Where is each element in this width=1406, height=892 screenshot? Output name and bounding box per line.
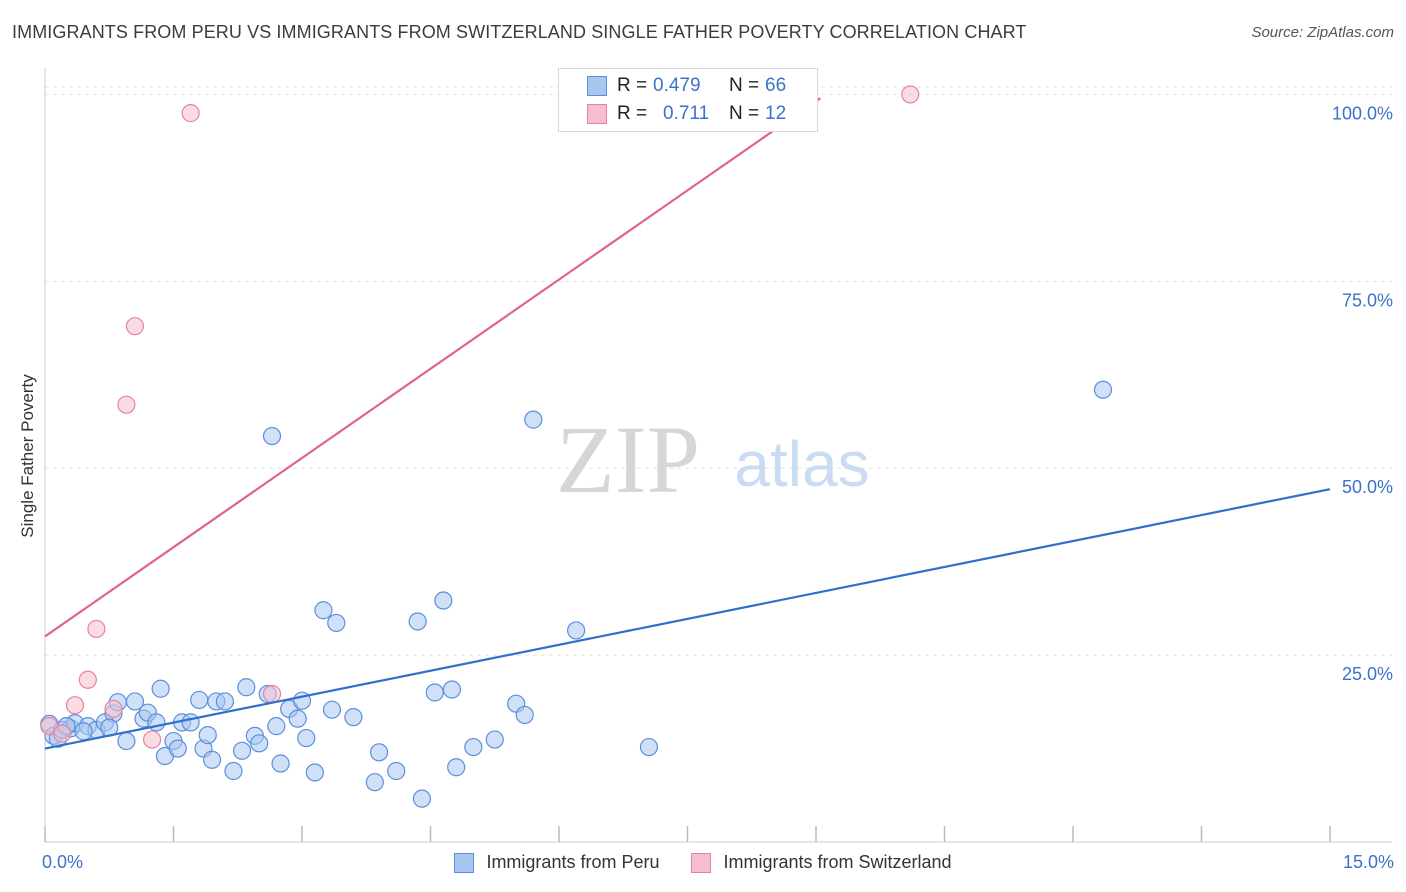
point-peru xyxy=(168,739,187,758)
stats-legend-row-peru: R = 0.479 N = 66 xyxy=(587,73,786,99)
axes xyxy=(44,68,1392,843)
point-peru xyxy=(267,717,286,736)
point-peru xyxy=(524,410,543,429)
series-switzerland-points xyxy=(40,85,920,749)
y-tick-labels: 25.0% 50.0% 75.0% 100.0% xyxy=(1332,103,1393,684)
legend-label-peru: Immigrants from Peru xyxy=(486,852,660,872)
point-peru xyxy=(74,722,93,741)
point-peru xyxy=(370,743,389,762)
legend-n-label: N = xyxy=(729,103,760,124)
watermark: ZIP atlas xyxy=(556,406,870,513)
trend-line-switzerland xyxy=(44,97,821,638)
trend-lines xyxy=(44,97,1331,750)
point-switzerland xyxy=(142,730,162,749)
point-peru xyxy=(412,789,432,808)
legend-r-value-switzerland: 0.711 xyxy=(663,103,710,124)
point-peru xyxy=(322,700,342,719)
chart-title: IMMIGRANTS FROM PERU VS IMMIGRANTS FROM … xyxy=(12,22,1027,42)
point-peru xyxy=(117,731,136,751)
point-switzerland xyxy=(65,696,85,715)
point-peru xyxy=(271,754,290,773)
point-peru xyxy=(262,426,282,446)
legend-n-value-peru: 66 xyxy=(765,75,787,96)
point-peru xyxy=(250,734,269,753)
trend-line-peru xyxy=(44,488,1331,750)
point-peru xyxy=(237,678,256,697)
point-peru xyxy=(314,601,333,620)
legend-item-peru[interactable]: Immigrants from Peru xyxy=(454,852,659,873)
point-peru xyxy=(425,683,444,702)
point-peru xyxy=(125,692,145,711)
watermark-zip: ZIP xyxy=(556,406,700,513)
point-switzerland xyxy=(104,699,123,719)
point-peru xyxy=(408,612,427,631)
point-peru xyxy=(567,621,586,640)
stats-legend: R = 0.479 N = 66 R = 0.711 N = 12 xyxy=(558,68,818,132)
legend-swatch-switzerland xyxy=(691,852,712,873)
legend-r-label: R = xyxy=(617,75,648,96)
y-tick-label: 75.0% xyxy=(1342,290,1393,310)
point-peru xyxy=(202,750,222,769)
point-peru xyxy=(485,730,504,749)
chart-source: Source: ZipAtlas.com xyxy=(1251,24,1394,41)
point-peru xyxy=(515,705,534,725)
stats-legend-row-switzerland: R = 0.711 N = 12 xyxy=(587,101,786,127)
point-peru xyxy=(464,737,483,757)
point-peru xyxy=(215,692,234,711)
watermark-atlas: atlas xyxy=(734,428,869,500)
point-peru xyxy=(232,741,252,760)
point-peru xyxy=(224,761,243,781)
legend-r-value-peru: 0.479 xyxy=(653,75,701,96)
y-tick-label: 25.0% xyxy=(1342,664,1393,684)
point-peru xyxy=(639,737,659,757)
point-peru xyxy=(305,763,324,782)
point-peru xyxy=(434,591,453,610)
legend-n-value-switzerland: 12 xyxy=(765,103,787,124)
point-peru xyxy=(387,761,406,781)
legend-n-label: N = xyxy=(729,75,760,96)
legend-label-switzerland: Immigrants from Switzerland xyxy=(723,852,952,872)
x-tick-min: 0.0% xyxy=(42,852,84,872)
point-peru xyxy=(327,613,346,633)
x-tick-max: 15.0% xyxy=(1342,852,1394,872)
legend-item-switzerland[interactable]: Immigrants from Switzerland xyxy=(691,852,952,873)
point-peru xyxy=(447,758,466,777)
point-switzerland xyxy=(125,317,145,336)
point-switzerland xyxy=(181,104,200,123)
legend-r-label: R = xyxy=(617,103,648,124)
point-peru xyxy=(151,679,170,698)
point-switzerland xyxy=(117,395,136,414)
point-peru xyxy=(190,690,209,710)
point-peru xyxy=(344,708,363,727)
point-peru xyxy=(1093,380,1113,399)
point-switzerland xyxy=(78,670,97,689)
y-axis-label: Single Father Poverty xyxy=(18,374,37,538)
legend-swatch-peru xyxy=(587,76,607,96)
y-tick-label: 100.0% xyxy=(1332,103,1393,123)
point-peru xyxy=(181,713,200,732)
series-legend: Immigrants from Peru Immigrants from Swi… xyxy=(0,852,1406,873)
point-peru xyxy=(288,709,307,728)
point-switzerland xyxy=(901,85,920,104)
point-peru xyxy=(297,728,316,748)
point-peru xyxy=(442,680,462,699)
point-peru xyxy=(365,773,384,792)
legend-swatch-switzerland xyxy=(587,104,607,124)
point-peru xyxy=(198,725,217,745)
point-switzerland xyxy=(87,619,106,639)
point-switzerland xyxy=(53,724,72,743)
legend-swatch-peru xyxy=(454,852,475,873)
point-switzerland xyxy=(262,684,282,704)
y-tick-label: 50.0% xyxy=(1342,477,1393,497)
gridlines xyxy=(45,86,1392,656)
